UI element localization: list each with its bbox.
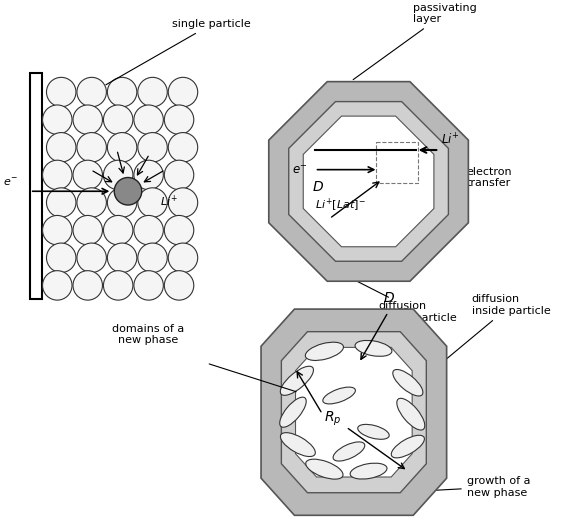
Ellipse shape	[393, 370, 423, 396]
Circle shape	[73, 105, 102, 135]
Circle shape	[138, 77, 167, 107]
Ellipse shape	[355, 340, 392, 356]
Circle shape	[164, 160, 194, 190]
Text: $e^{-}$: $e^{-}$	[3, 177, 18, 188]
Circle shape	[77, 243, 106, 272]
Circle shape	[138, 188, 167, 217]
Circle shape	[134, 215, 164, 245]
Circle shape	[107, 188, 137, 217]
Ellipse shape	[323, 387, 356, 404]
Polygon shape	[289, 102, 448, 261]
Circle shape	[43, 105, 72, 135]
Circle shape	[134, 271, 164, 300]
Text: diffusion
inside particle: diffusion inside particle	[444, 294, 550, 361]
Polygon shape	[281, 331, 427, 493]
Text: domains of a
new phase: domains of a new phase	[111, 324, 184, 345]
Polygon shape	[303, 116, 434, 247]
Circle shape	[164, 271, 194, 300]
Ellipse shape	[350, 463, 387, 479]
Circle shape	[47, 243, 76, 272]
Circle shape	[107, 77, 137, 107]
Circle shape	[164, 105, 194, 135]
Circle shape	[107, 243, 137, 272]
Polygon shape	[269, 81, 469, 281]
Bar	[377, 142, 417, 184]
Text: $D$: $D$	[383, 291, 395, 305]
Text: $Li^{+}$: $Li^{+}$	[160, 194, 178, 209]
Ellipse shape	[280, 366, 314, 395]
Ellipse shape	[306, 342, 344, 361]
Circle shape	[168, 243, 198, 272]
Circle shape	[47, 77, 76, 107]
Circle shape	[47, 188, 76, 217]
Circle shape	[73, 215, 102, 245]
Circle shape	[43, 160, 72, 190]
Circle shape	[134, 105, 164, 135]
Text: growth of a
new phase: growth of a new phase	[429, 476, 531, 497]
Text: electron
transfer: electron transfer	[423, 163, 512, 188]
Text: $Li^{+}$: $Li^{+}$	[441, 132, 460, 147]
Circle shape	[103, 105, 133, 135]
Text: passivating
layer: passivating layer	[353, 3, 477, 80]
Polygon shape	[295, 347, 412, 477]
Ellipse shape	[333, 442, 365, 461]
Circle shape	[77, 77, 106, 107]
Ellipse shape	[391, 435, 424, 458]
Circle shape	[103, 271, 133, 300]
Circle shape	[164, 215, 194, 245]
Bar	[30, 73, 41, 300]
Circle shape	[138, 243, 167, 272]
Ellipse shape	[397, 398, 425, 430]
Circle shape	[103, 160, 133, 190]
Circle shape	[103, 215, 133, 245]
Text: $D$: $D$	[312, 180, 324, 194]
Circle shape	[77, 188, 106, 217]
Ellipse shape	[306, 459, 343, 479]
Text: $Li^{+}[Lat]^{-}$: $Li^{+}[Lat]^{-}$	[315, 197, 365, 214]
Circle shape	[114, 178, 142, 205]
Circle shape	[168, 132, 198, 162]
Text: $e^{-}$: $e^{-}$	[292, 163, 308, 177]
Ellipse shape	[279, 397, 306, 427]
Circle shape	[107, 132, 137, 162]
Circle shape	[168, 188, 198, 217]
Circle shape	[43, 215, 72, 245]
Ellipse shape	[281, 433, 315, 456]
Text: $R_p$: $R_p$	[324, 410, 342, 428]
Text: diffusion
inside particle: diffusion inside particle	[356, 281, 457, 323]
Circle shape	[73, 160, 102, 190]
Circle shape	[43, 271, 72, 300]
Text: single particle: single particle	[106, 19, 251, 85]
Circle shape	[138, 132, 167, 162]
Circle shape	[73, 271, 102, 300]
Circle shape	[168, 77, 198, 107]
Ellipse shape	[358, 425, 389, 439]
Polygon shape	[261, 309, 446, 516]
Circle shape	[47, 132, 76, 162]
Circle shape	[134, 160, 164, 190]
Circle shape	[77, 132, 106, 162]
